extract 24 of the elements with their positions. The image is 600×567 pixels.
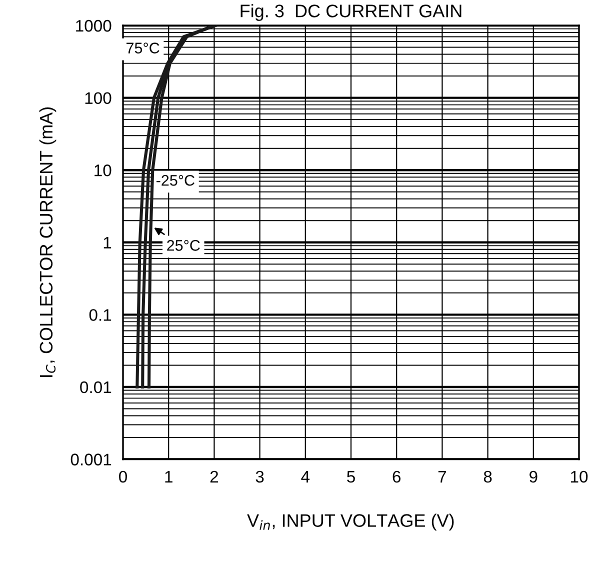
x-tick-label: 1 xyxy=(165,470,172,482)
series-label: 75°C xyxy=(126,42,160,54)
y-tick-label: 1000 xyxy=(76,20,112,32)
y-tick-label: 100 xyxy=(85,92,112,104)
y-tick-label: 0.01 xyxy=(80,381,112,394)
x-tick-label: 10 xyxy=(571,470,588,483)
y-tick-label: 0.001 xyxy=(70,454,112,466)
chart-title: Fig. 3 DC CURRENT GAIN xyxy=(240,4,462,21)
x-tick-label: 4 xyxy=(301,470,310,482)
x-axis-title: V$_{in}$, INPUT VOLTAGE (V) xyxy=(247,514,454,531)
x-tick-label: 8 xyxy=(484,470,492,483)
x-tick-label: 6 xyxy=(392,470,400,483)
x-tick-label: 5 xyxy=(347,470,355,483)
y-axis-title: I$_{C}$, COLLECTOR CURRENT (mA) xyxy=(39,107,56,377)
x-tick-label: 0 xyxy=(119,470,127,483)
x-tick-label: 2 xyxy=(210,470,218,482)
y-tick-label: 10 xyxy=(94,164,112,176)
series-label: -25°C xyxy=(156,174,194,186)
y-tick-label: 1 xyxy=(104,236,112,248)
x-tick-label: 7 xyxy=(438,470,446,482)
x-tick-label: 3 xyxy=(256,470,264,483)
y-tick-label: 0.1 xyxy=(89,309,112,321)
series-label: 25°C xyxy=(167,240,200,251)
x-tick-label: 9 xyxy=(530,470,538,483)
